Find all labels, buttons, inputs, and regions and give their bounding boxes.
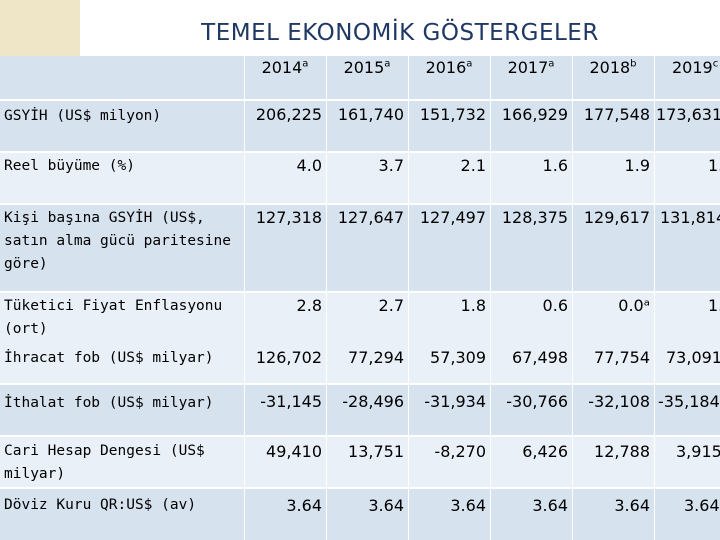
table-row: İthalat fob (US$ milyar) -31,145 -28,496… [0,384,720,436]
cell-value: -28,496 [342,392,404,411]
header-year-2018: 2018b [589,58,637,77]
cell-value: 3.64 [286,496,322,515]
table-row: GSYİH (US$ milyon) 206,225 161,740 151,7… [0,100,720,152]
row-divider [0,99,720,101]
table-header-row: 2014a 2015a 2016a 2017a 2018b 2019c [0,56,720,100]
row-divider [0,151,720,153]
cell-value: 127,318 [255,208,322,227]
cell-value: 6,426 [522,442,568,461]
cell-value: 3.64 [684,496,720,515]
logo-corner [0,0,80,56]
header-year-2014: 2014a [261,58,309,77]
row-label: Döviz Kuru QR:US$ (av) [4,497,197,513]
row-label: İhracat fob (US$ milyar) [4,350,214,366]
cell-value: 3.7 [378,156,404,175]
cell-value: 127,497 [419,208,486,227]
column-divider [572,56,573,540]
column-divider [490,56,491,540]
cell-value: 3.64 [614,496,650,515]
cell-value: 173,631 [656,105,720,124]
cell-value: 12,788 [594,442,650,461]
row-label: İthalat fob (US$ milyar) [4,395,214,411]
cell-value: 1.8 [460,296,486,315]
row-divider [0,435,720,437]
page-title: TEMEL EKONOMİK GÖSTERGELER [201,20,599,46]
cell-value: 3.64 [450,496,486,515]
cell-value: 128,375 [501,208,568,227]
column-divider [326,56,327,540]
cell-value: 2.7 [378,296,404,315]
header-year-2015: 2015a [343,58,391,77]
row-label: Reel büyüme (%) [4,158,135,174]
cell-value: -31,145 [260,392,322,411]
cell-value: -30,766 [506,392,568,411]
cell-value: 151,732 [419,105,486,124]
header-empty-cell [0,56,244,100]
header-year-2016: 2016a [425,58,473,77]
cell-value: 131,814 [660,208,720,227]
row-label: Cari Hesap Dengesi (US$ milyar) [4,443,205,482]
header-year-2017: 2017a [507,58,555,77]
cell-value: 1.6 [542,156,568,175]
row-divider [0,383,720,385]
cell-value: -31,934 [424,392,486,411]
cell-value: 2.1 [460,156,486,175]
cell-value: 3.64 [532,496,568,515]
cell-value: 127,647 [337,208,404,227]
cell-value: 2.8 [296,296,322,315]
cell-value: 206,225 [255,105,322,124]
row-label: GSYİH (US$ milyon) [4,108,162,124]
column-divider [654,56,655,540]
column-divider [244,56,245,540]
row-label: Kişi başına GSYİH (US$, satın alma gücü … [4,210,231,272]
cell-value: 177,548 [583,105,650,124]
cell-value: 77,754 [594,348,650,367]
cell-value: -32,108 [588,392,650,411]
cell-value: -8,270 [434,442,486,461]
cell-value: 67,498 [512,348,568,367]
table-row: Döviz Kuru QR:US$ (av) 3.64 3.64 3.64 3.… [0,488,720,540]
table-row: Reel büyüme (%) 4.0 3.7 2.1 1.6 1.9 1.8 [0,152,720,204]
row-label: Tüketici Fiyat Enflasyonu (ort) [4,298,223,337]
row-divider [0,203,720,205]
indicators-table: 2014a 2015a 2016a 2017a 2018b 2019c GSYİ… [0,56,720,540]
column-divider [408,56,409,540]
cell-value: 13,751 [348,442,404,461]
cell-value: -35,184 [658,392,720,411]
cell-value: 1.8 [708,296,720,315]
header-year-2019: 2019c [672,58,719,77]
cell-value: 77,294 [348,348,404,367]
cell-value: 1.9 [624,156,650,175]
cell-value: 49,410 [266,442,322,461]
cell-value: 0.0ᵃ [618,296,650,315]
cell-value: 166,929 [501,105,568,124]
table-row: Tüketici Fiyat Enflasyonu (ort) 2.8 2.7 … [0,292,720,344]
cell-value: 4.0 [296,156,322,175]
cell-value: 161,740 [337,105,404,124]
cell-value: 1.8 [708,156,720,175]
cell-value: 57,309 [430,348,486,367]
cell-value: 73,091 [666,348,720,367]
cell-value: 0.6 [542,296,568,315]
cell-value: 126,702 [255,348,322,367]
table-row: İhracat fob (US$ milyar) 126,702 77,294 … [0,344,720,384]
row-divider [0,291,720,293]
cell-value: 3.64 [368,496,404,515]
table-row: Kişi başına GSYİH (US$, satın alma gücü … [0,204,720,292]
table-row: Cari Hesap Dengesi (US$ milyar) 49,410 1… [0,436,720,488]
cell-value: 129,617 [583,208,650,227]
cell-value: 3,915 [676,442,720,461]
row-divider [0,487,720,489]
